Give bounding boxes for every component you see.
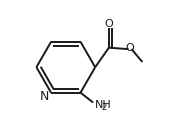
Text: O: O: [126, 43, 134, 53]
Text: NH: NH: [95, 100, 112, 110]
Text: 2: 2: [101, 103, 106, 112]
Text: O: O: [104, 19, 113, 29]
Text: N: N: [40, 90, 50, 103]
